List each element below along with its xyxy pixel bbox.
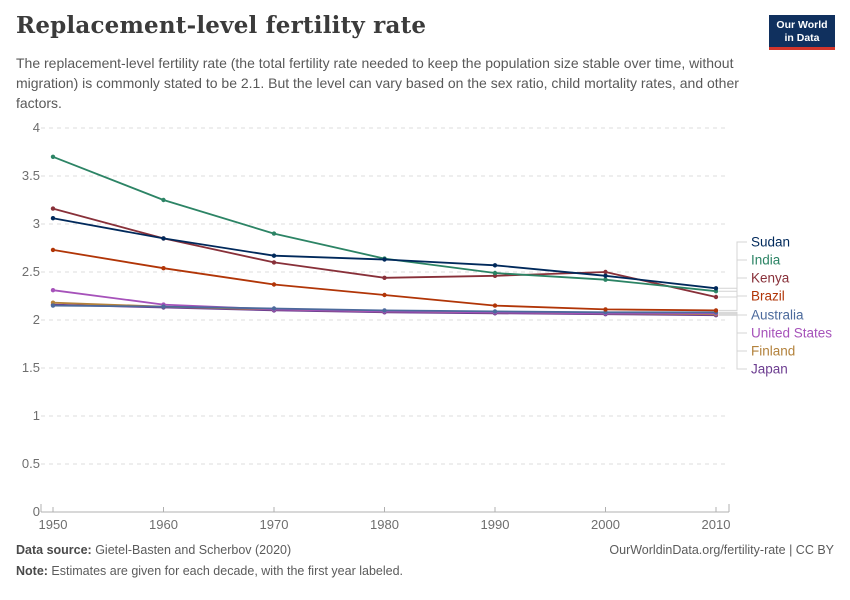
point-kenya-2000[interactable]	[603, 269, 608, 275]
legend-connector-brazil	[719, 295, 747, 311]
data-source-label: Data source:	[16, 543, 92, 557]
point-sudan-1970[interactable]	[271, 253, 277, 258]
point-brazil-1990[interactable]	[492, 303, 498, 308]
point-brazil-1960[interactable]	[161, 266, 166, 271]
chart-footer: Data source: Gietel-Basten and Scherbov …	[16, 543, 834, 585]
point-india-1960[interactable]	[161, 197, 166, 203]
point-sudan-1980[interactable]	[382, 257, 387, 262]
data-source-text: Gietel-Basten and Scherbov (2020)	[91, 543, 292, 557]
point-kenya-1980[interactable]	[382, 275, 387, 280]
note-text: Estimates are given for each decade, wit…	[47, 564, 404, 578]
data-source-line: Data source: Gietel-Basten and Scherbov …	[16, 543, 403, 557]
legend-label-japan[interactable]: Japan	[751, 362, 788, 377]
legend-connector-japan	[719, 314, 747, 370]
footer-left: Data source: Gietel-Basten and Scherbov …	[16, 543, 403, 585]
owid-logo-line2: in Data	[784, 31, 820, 44]
series-line-kenya[interactable]	[52, 207, 717, 298]
legend-connector-sudan	[719, 241, 747, 289]
note-label: Note:	[16, 564, 48, 578]
x-tick-label-1970: 1970	[260, 517, 289, 532]
legend-connector-kenya	[719, 277, 747, 298]
point-kenya-1970[interactable]	[271, 260, 277, 265]
x-tick-label-2000: 2000	[591, 517, 620, 532]
point-sudan-2000[interactable]	[603, 273, 608, 278]
x-tick-label-1980: 1980	[370, 517, 399, 532]
point-brazil-2000[interactable]	[603, 307, 608, 312]
point-india-1950[interactable]	[50, 154, 56, 159]
legend-connector-united-states	[719, 312, 747, 334]
point-sudan-1990[interactable]	[492, 263, 498, 268]
owid-logo-line1: Our World	[776, 19, 828, 31]
y-tick-label-0: 0	[33, 504, 40, 519]
y-tick-label-2.5: 2.5	[22, 264, 40, 279]
point-brazil-1950[interactable]	[50, 247, 56, 253]
point-australia-1980[interactable]	[382, 308, 387, 313]
legend-label-brazil[interactable]: Brazil	[751, 289, 785, 304]
chart-subtitle: The replacement-level fertility rate (th…	[16, 55, 739, 111]
x-tick-label-1950: 1950	[39, 517, 68, 532]
y-tick-label-3: 3	[33, 216, 40, 231]
y-tick-label-1: 1	[33, 408, 40, 423]
point-kenya-2010[interactable]	[713, 294, 719, 300]
point-united-states-1950[interactable]	[50, 288, 56, 293]
point-australia-1990[interactable]	[492, 309, 498, 314]
legend-label-india[interactable]: India	[751, 253, 781, 268]
y-tick-label-3.5: 3.5	[22, 168, 40, 183]
point-australia-1970[interactable]	[271, 306, 277, 311]
series-line-india[interactable]	[52, 155, 717, 293]
point-sudan-1950[interactable]	[50, 216, 56, 221]
point-india-2000[interactable]	[603, 277, 608, 282]
x-tick-label-1960: 1960	[149, 517, 178, 532]
legend-label-finland[interactable]: Finland	[751, 344, 795, 359]
y-tick-label-2: 2	[33, 312, 40, 327]
point-sudan-1960[interactable]	[161, 236, 166, 241]
point-india-1990[interactable]	[492, 270, 498, 276]
y-tick-label-1.5: 1.5	[22, 360, 40, 375]
point-brazil-2010[interactable]	[713, 308, 719, 313]
legend-label-sudan[interactable]: Sudan	[751, 235, 790, 250]
owid-logo[interactable]: Our World in Data	[769, 15, 835, 50]
x-tick-label-2010: 2010	[702, 517, 731, 532]
point-brazil-1970[interactable]	[271, 282, 277, 287]
page-title: Replacement-level fertility rate	[16, 12, 427, 39]
fertility-line-chart: 0 0.5 1 1.5 2 2.5 3 3.5 4 1950 1960 1970 1980 1990 200…	[22, 120, 832, 532]
point-india-1970[interactable]	[271, 231, 277, 236]
legend-label-australia[interactable]: Australia	[751, 308, 804, 323]
legend-connector-india	[719, 259, 747, 292]
point-sudan-2010[interactable]	[713, 286, 719, 291]
point-brazil-1980[interactable]	[382, 292, 387, 298]
legend-label-kenya[interactable]: Kenya	[751, 271, 790, 286]
note-line: Note: Estimates are given for each decad…	[16, 564, 403, 578]
point-australia-1950[interactable]	[50, 303, 56, 308]
legend-label-united-states[interactable]: United States	[751, 326, 832, 341]
y-tick-label-0.5: 0.5	[22, 456, 40, 471]
point-kenya-1950[interactable]	[50, 206, 56, 211]
x-tick-label-1990: 1990	[481, 517, 510, 532]
y-tick-label-4: 4	[33, 120, 40, 135]
point-australia-1960[interactable]	[161, 304, 166, 309]
credit-link[interactable]: OurWorldinData.org/fertility-rate | CC B…	[609, 543, 834, 557]
